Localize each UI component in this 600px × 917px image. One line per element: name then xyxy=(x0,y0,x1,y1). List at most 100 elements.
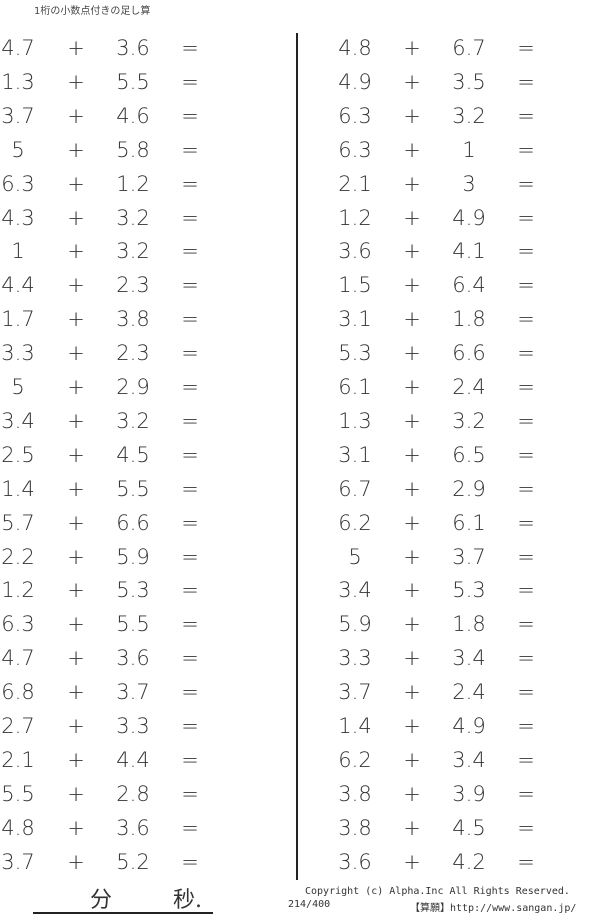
problem-row: 2.1 +3 = xyxy=(0,172,535,202)
equals-sign: = xyxy=(517,476,535,501)
problem-row: 3.7 +2.4 = xyxy=(0,680,535,710)
equals-sign: = xyxy=(517,36,535,60)
addend-b: 2.8 xyxy=(116,781,150,806)
problem-row: 5.9 +1.8 = xyxy=(0,612,535,642)
addend-a: 1 xyxy=(11,239,25,264)
addend-b: 5.5 xyxy=(116,476,150,501)
addend-a: 6.3 xyxy=(1,612,35,637)
addend-b: 6.7 xyxy=(452,36,486,60)
problem-row: 1.4 +5.5 = xyxy=(0,477,280,507)
plus-sign: + xyxy=(67,273,85,298)
plus-sign: + xyxy=(403,341,421,366)
addend-b: 3.8 xyxy=(116,307,150,332)
problem-row: 3.1 +6.5 = xyxy=(0,443,535,473)
addend-a: 3.8 xyxy=(338,815,372,840)
problem-row: 1.2 +5.3 = xyxy=(0,578,280,608)
problem-row: 5 +3.7 = xyxy=(0,545,534,575)
problem-row: 4.9 +3.5 = xyxy=(0,70,535,100)
addend-a: 4.7 xyxy=(1,646,35,671)
equals-sign: = xyxy=(517,510,535,535)
time-record-field: 分 秒. xyxy=(33,880,213,914)
addend-b: 4.4 xyxy=(116,747,150,772)
plus-sign: + xyxy=(67,408,85,433)
addend-a: 4.4 xyxy=(1,273,35,298)
equals-sign: = xyxy=(517,544,535,569)
plus-sign: + xyxy=(403,815,421,840)
problem-row: 6.3 +1.2 = xyxy=(0,172,280,202)
equals-sign: = xyxy=(517,137,535,162)
plus-sign: + xyxy=(403,205,421,230)
equals-sign: = xyxy=(517,646,535,671)
addend-b: 1.2 xyxy=(116,171,150,196)
plus-sign: + xyxy=(403,680,421,705)
addend-a: 6.3 xyxy=(338,103,372,128)
problem-row: 1.7 +3.8 = xyxy=(0,307,280,337)
equals-sign: = xyxy=(517,273,535,298)
addend-b: 2.4 xyxy=(452,680,486,705)
equals-sign: = xyxy=(181,476,199,501)
addend-a: 5.7 xyxy=(1,510,35,535)
addend-b: 3.2 xyxy=(116,205,150,230)
equals-sign: = xyxy=(181,307,199,332)
addend-b: 2.9 xyxy=(452,476,486,501)
addend-b: 5.5 xyxy=(116,69,150,94)
plus-sign: + xyxy=(67,239,85,264)
addend-a: 1.4 xyxy=(338,714,372,738)
addend-b: 3.5 xyxy=(452,69,486,94)
plus-sign: + xyxy=(403,239,421,264)
problem-row: 3.6 +4.1 = xyxy=(0,239,535,269)
plus-sign: + xyxy=(403,578,421,603)
worksheet-title: 1桁の小数点付きの足し算 xyxy=(34,6,151,17)
addend-a: 3.6 xyxy=(338,239,372,264)
addend-a: 4.7 xyxy=(1,36,35,60)
addend-b: 4.5 xyxy=(116,442,150,467)
equals-sign: = xyxy=(517,578,535,603)
plus-sign: + xyxy=(67,36,85,60)
minutes-label: 分 xyxy=(90,888,113,913)
addend-a: 3.3 xyxy=(338,646,372,671)
equals-sign: = xyxy=(181,205,199,230)
problem-row: 3.6 +4.2 = xyxy=(0,850,535,880)
plus-sign: + xyxy=(67,442,85,467)
problem-row: 1.3 +5.5 = xyxy=(0,70,280,100)
addend-b: 3.7 xyxy=(116,680,150,705)
addend-b: 3.2 xyxy=(452,103,486,128)
problem-row: 6.2 +6.1 = xyxy=(0,511,535,541)
equals-sign: = xyxy=(517,205,535,230)
problem-row: 5.5 +2.8 = xyxy=(0,782,280,812)
problem-row: 3.4 +3.2 = xyxy=(0,409,280,439)
equals-sign: = xyxy=(517,680,535,705)
addend-a: 5.9 xyxy=(338,612,372,637)
plus-sign: + xyxy=(67,680,85,705)
addend-a: 3.4 xyxy=(338,578,372,603)
plus-sign: + xyxy=(403,510,421,535)
plus-sign: + xyxy=(403,476,421,501)
equals-sign: = xyxy=(181,375,199,399)
problem-row: 5.3 +6.6 = xyxy=(0,341,535,371)
addend-a: 6.3 xyxy=(1,171,35,196)
equals-sign: = xyxy=(181,680,199,705)
equals-sign: = xyxy=(181,341,199,366)
plus-sign: + xyxy=(67,341,85,366)
addend-b: 4.9 xyxy=(452,205,486,230)
plus-sign: + xyxy=(67,103,85,128)
problem-row: 2.7 +3.3 = xyxy=(0,714,280,744)
plus-sign: + xyxy=(403,408,421,433)
addend-b: 6.5 xyxy=(452,442,486,467)
equals-sign: = xyxy=(517,307,535,332)
addend-b: 2.9 xyxy=(116,375,150,399)
problem-row: 6.7 +2.9 = xyxy=(0,477,535,507)
addend-b: 5.9 xyxy=(116,544,150,569)
problem-row: 6.2 +3.4 = xyxy=(0,748,535,778)
plus-sign: + xyxy=(67,205,85,230)
problem-row: 4.4 +2.3 = xyxy=(0,273,280,303)
addend-b: 3.9 xyxy=(452,781,486,806)
equals-sign: = xyxy=(181,510,199,535)
addend-a: 2.1 xyxy=(1,747,35,772)
addend-a: 5.5 xyxy=(1,781,35,806)
equals-sign: = xyxy=(181,408,199,433)
addend-b: 3.2 xyxy=(116,239,150,264)
addend-b: 5.3 xyxy=(452,578,486,603)
plus-sign: + xyxy=(403,849,421,874)
problem-row: 1.2 +4.9 = xyxy=(0,206,535,236)
